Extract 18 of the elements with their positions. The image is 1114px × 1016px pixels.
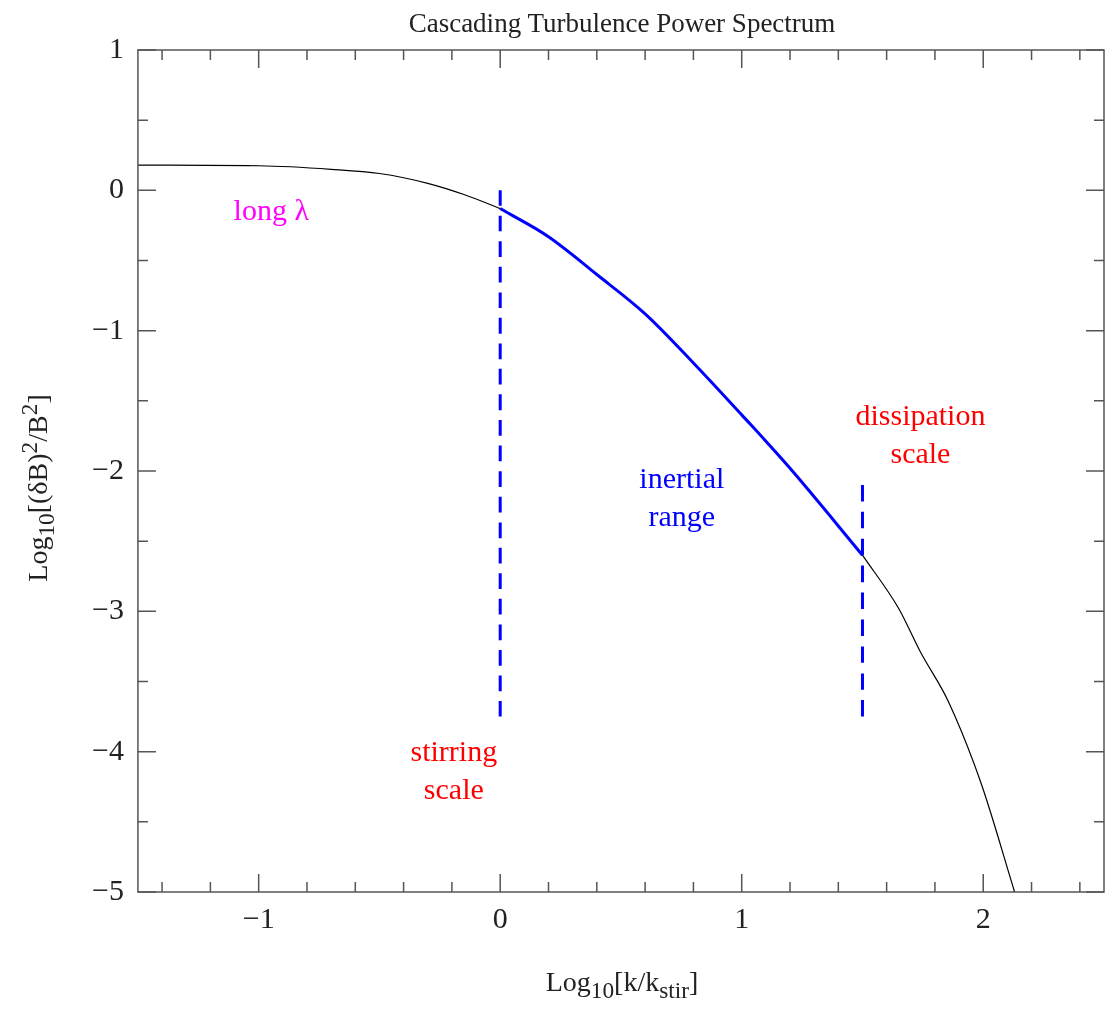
x-tick-label: 2 — [975, 900, 991, 934]
x-axis-title: Log$_{10}$[k/k$_{stir}$] — [544, 966, 700, 1004]
annotation: long λ — [233, 192, 310, 226]
x-tick-label: 0 — [492, 900, 508, 934]
y-tick-label: −5 — [92, 872, 124, 906]
y-tick-label: 1 — [108, 30, 124, 64]
y-tick-label: −2 — [92, 451, 124, 485]
x-tick-label: −1 — [242, 900, 275, 934]
y-tick-label: −4 — [92, 732, 124, 766]
x-tick-label: 1 — [734, 900, 750, 934]
annotation: stirring scale — [410, 734, 498, 806]
annotation: dissipation scale — [855, 397, 986, 469]
y-tick-label: 0 — [108, 171, 124, 205]
chart-title: Cascading Turbulence Power Spectrum — [407, 8, 837, 39]
annotation: inertial range — [639, 460, 725, 532]
y-tick-label: −1 — [92, 311, 124, 345]
y-tick-label: −3 — [92, 592, 124, 626]
line-series — [861, 554, 1016, 892]
